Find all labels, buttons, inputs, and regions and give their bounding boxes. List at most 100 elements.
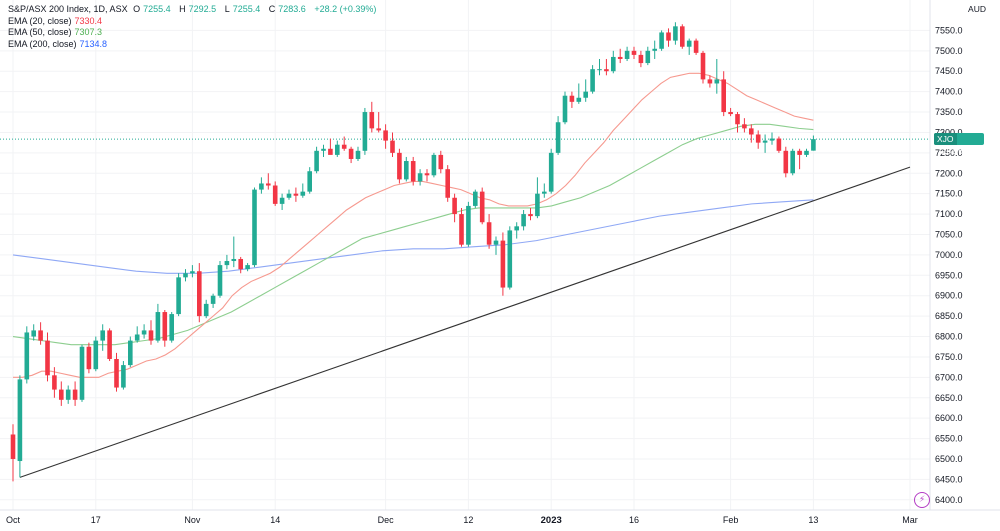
candle	[210, 293, 216, 308]
candle	[452, 193, 457, 223]
ema-lines	[12, 72, 814, 378]
candle	[300, 183, 306, 198]
candle-body	[293, 193, 299, 196]
price-tag-symbol: XJO	[934, 133, 957, 146]
candle-body	[65, 389, 71, 400]
candle-body	[335, 144, 340, 155]
candle	[93, 336, 99, 372]
price-tick-label: 7150.0	[935, 189, 963, 199]
price-tick-label: 7300.0	[935, 127, 963, 137]
candle	[749, 124, 754, 143]
candle	[542, 183, 547, 198]
candle-body	[93, 340, 99, 370]
ema50-legend[interactable]: EMA (50, close) 7307.3	[8, 27, 379, 39]
time-tick-label: 17	[91, 515, 101, 525]
candle-body	[611, 56, 616, 72]
time-tick-label: 14	[270, 515, 280, 525]
candle	[259, 177, 264, 194]
candle-body	[404, 161, 409, 180]
price-tag-value: 7283.6	[937, 146, 963, 157]
candle	[742, 118, 747, 133]
candle-body	[631, 50, 637, 55]
ema20-value: 7330.4	[74, 15, 103, 26]
candle-body	[569, 95, 575, 102]
ema200-legend[interactable]: EMA (200, close) 7134.8	[8, 39, 379, 51]
candle-body	[286, 193, 292, 198]
candle	[197, 263, 202, 323]
candle-body	[52, 375, 57, 390]
price-tick-label: 6950.0	[935, 270, 963, 280]
ema200-line	[12, 199, 814, 274]
candle	[493, 236, 499, 255]
candle	[355, 146, 361, 162]
candle-body	[210, 295, 216, 304]
candle-body	[535, 193, 540, 217]
candle	[797, 148, 802, 170]
price-tick-label: 7400.0	[935, 87, 963, 97]
candle	[362, 107, 368, 155]
price-tick-label: 6800.0	[935, 332, 963, 342]
ema20-legend[interactable]: EMA (20, close) 7330.4	[8, 16, 379, 28]
time-tick-label: 16	[629, 515, 639, 525]
price-axis[interactable]: 6400.0 6450.0 6500.0 6550.0 6600.0 6650.0 6700…	[935, 25, 963, 504]
candle	[514, 222, 519, 239]
candle	[52, 367, 57, 398]
candle	[203, 299, 209, 319]
candle-body	[735, 114, 740, 125]
candle-body	[114, 358, 119, 388]
candle-body	[72, 389, 78, 400]
candle-body	[397, 152, 402, 180]
time-axis[interactable]: Oct 17 Nov 14 Dec 12 2023 16 Feb 13 Mar	[6, 515, 918, 526]
candle	[335, 140, 340, 157]
candle-body	[321, 148, 326, 151]
candle-body	[659, 32, 664, 49]
price-tick-label: 6600.0	[935, 413, 963, 423]
chart-legend: S&P/ASX 200 Index, 1D, ASX O 7255.4 H 7292…	[8, 4, 379, 50]
candle	[693, 38, 699, 55]
candle-body	[528, 214, 533, 217]
candle	[707, 75, 713, 88]
candle-body	[266, 183, 271, 186]
lightning-icon[interactable]: ⚡	[914, 492, 930, 508]
candle	[176, 273, 181, 317]
candle	[79, 344, 85, 402]
candle-body	[542, 191, 547, 194]
candle	[473, 189, 478, 208]
price-tick-label: 6450.0	[935, 474, 963, 484]
candle-body	[155, 312, 161, 341]
trendline[interactable]	[19, 166, 911, 478]
price-tick-label: 7000.0	[935, 250, 963, 260]
candle-body	[590, 69, 595, 92]
candle	[548, 148, 554, 194]
candle	[217, 261, 223, 298]
candle	[486, 214, 492, 249]
candle	[445, 165, 450, 202]
candle-body	[680, 26, 685, 47]
candle	[59, 381, 64, 406]
symbol-title[interactable]: S&P/ASX 200 Index, 1D, ASX	[8, 4, 128, 14]
candle-body	[769, 138, 775, 141]
candle-body	[141, 330, 147, 335]
candle	[24, 326, 30, 384]
candle-body	[24, 332, 30, 380]
candle	[162, 310, 168, 347]
candle-body	[811, 139, 816, 151]
candle	[314, 146, 319, 174]
candle	[238, 256, 243, 274]
candle-body	[245, 265, 250, 270]
candle	[562, 91, 568, 125]
candle	[121, 361, 126, 390]
candle-body	[638, 54, 644, 64]
candle	[424, 169, 430, 182]
candle-body	[776, 138, 782, 151]
candle	[735, 112, 740, 133]
candle	[555, 116, 561, 155]
price-tick-label: 7450.0	[935, 66, 963, 76]
candle-body	[279, 197, 285, 204]
time-tick-label: 12	[463, 515, 473, 525]
candle-body	[10, 434, 16, 459]
candle-body	[548, 152, 554, 192]
candle	[459, 207, 464, 247]
price-tick-label: 6850.0	[935, 311, 963, 321]
